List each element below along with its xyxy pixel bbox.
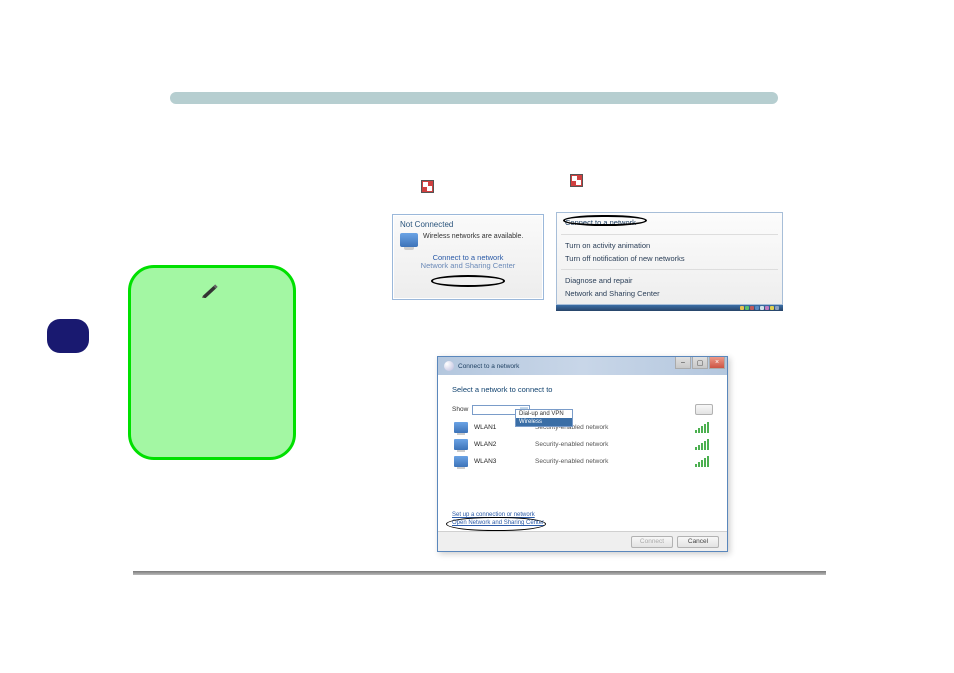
note-box [128,265,296,460]
taskbar-strip [556,305,783,311]
annotation-circle [563,215,647,226]
menu-item[interactable]: Turn on activity animation [557,239,782,252]
dropdown-option[interactable]: Wireless [516,418,572,426]
annotation-circle [431,275,505,287]
titlebar: Connect to a network – ▢ × [438,357,727,375]
tray-dot [760,306,764,310]
connect-button[interactable]: Connect [631,536,673,548]
network-security: Security-enabled network [535,458,608,465]
network-icon [454,456,468,467]
tray-dot [765,306,769,310]
dialog-footer: Connect Cancel [438,531,727,551]
dialog-title: Connect to a network [458,363,519,370]
network-name: WLAN3 [474,458,529,465]
tray-dot [740,306,744,310]
annotation-circle [446,517,546,531]
globe-icon [444,361,454,371]
signal-bars-icon [695,439,709,450]
pencil-icon [201,284,221,298]
cancel-button[interactable]: Cancel [677,536,719,548]
network-sharing-link[interactable]: Network and Sharing Center [393,261,543,270]
network-icon [454,422,468,433]
connect-network-dialog: Connect to a network – ▢ × Select a netw… [437,356,728,552]
show-label: Show [452,406,468,413]
signal-bars-icon [695,456,709,467]
tray-dot [745,306,749,310]
menu-separator [561,269,778,270]
menu-separator [561,234,778,235]
status-label: Not Connected [393,215,543,231]
minimize-button[interactable]: – [675,357,691,369]
menu-item[interactable]: Turn off notification of new networks [557,252,782,265]
network-security: Security-enabled network [535,441,608,448]
availability-message: Wireless networks are available. [423,233,523,240]
signal-bars-icon [695,422,709,433]
tray-dot [775,306,779,310]
menu-item[interactable]: Diagnose and repair [557,274,782,287]
side-tab [47,319,89,353]
dropdown-option[interactable]: Dial-up and VPN [516,410,572,418]
header-bar [170,92,778,104]
network-name: WLAN2 [474,441,529,448]
network-icon [454,439,468,450]
close-button[interactable]: × [709,357,725,369]
network-tray-icon[interactable] [421,180,434,193]
not-connected-popup: Not Connected Wireless networks are avai… [392,214,544,300]
network-row[interactable]: WLAN1 Security-enabled network [452,419,713,436]
tray-dot [750,306,754,310]
network-row[interactable]: WLAN3 Security-enabled network [452,453,713,470]
menu-item[interactable]: Network and Sharing Center [557,287,782,300]
network-tray-icon[interactable] [570,174,583,187]
tray-dot [770,306,774,310]
tray-context-menu: Connect to a network Turn on activity an… [556,212,783,305]
footer-rule [133,571,826,575]
tray-dot [755,306,759,310]
dialog-heading: Select a network to connect to [452,385,713,394]
show-dropdown[interactable]: Dial-up and VPN Wireless [515,409,573,427]
maximize-button[interactable]: ▢ [692,357,708,369]
network-row[interactable]: WLAN2 Security-enabled network [452,436,713,453]
computer-icon [400,233,418,247]
refresh-button[interactable] [695,404,713,415]
